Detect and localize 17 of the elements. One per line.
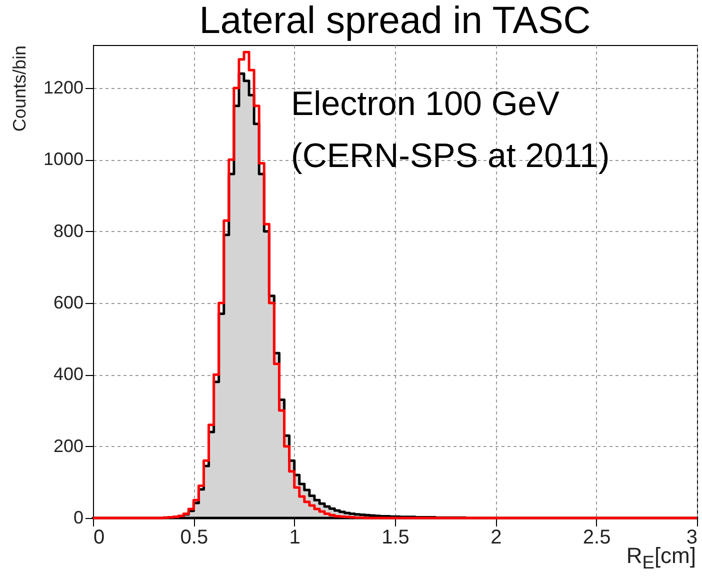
x-tick-label: 1.5 bbox=[382, 526, 410, 548]
y-tick-label: 200 bbox=[53, 436, 84, 456]
y-tick-label: 600 bbox=[53, 292, 84, 312]
x-tick-label: 1 bbox=[289, 526, 300, 548]
annotation: Electron 100 GeV bbox=[291, 85, 560, 123]
y-tick-label: 1200 bbox=[43, 78, 84, 98]
chart-title: Lateral spread in TASC bbox=[199, 0, 591, 42]
y-tick-label: 0 bbox=[73, 508, 84, 528]
y-tick-label: 1000 bbox=[43, 149, 84, 170]
y-tick-label: 800 bbox=[53, 220, 84, 241]
x-tick-label: 0.5 bbox=[180, 526, 208, 548]
annotation: (CERN-SPS at 2011) bbox=[291, 137, 610, 175]
x-tick-label: 2.5 bbox=[582, 526, 611, 548]
y-tick-label: 400 bbox=[53, 364, 84, 384]
x-tick-label: 2 bbox=[490, 526, 502, 548]
y-axis-title: Counts/bin bbox=[9, 46, 30, 132]
x-tick-label: 0 bbox=[94, 526, 105, 548]
